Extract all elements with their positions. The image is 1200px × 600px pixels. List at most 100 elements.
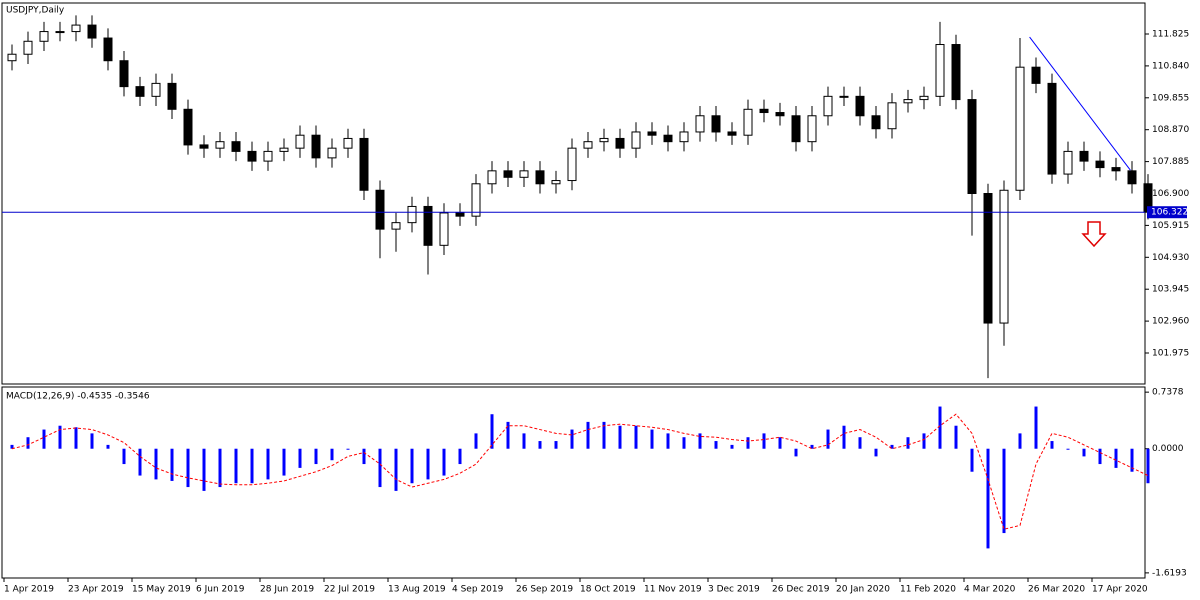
- x-tick-label: 26 Dec 2019: [772, 585, 830, 595]
- candle-body: [279, 147, 289, 152]
- macd-bar: [746, 437, 750, 449]
- macd-bar: [938, 406, 942, 449]
- x-tick-label: 13 Aug 2019: [388, 585, 446, 595]
- candle-body: [599, 137, 609, 143]
- macd-bar: [330, 448, 334, 461]
- macd-bar: [10, 444, 14, 449]
- macd-bar: [778, 437, 782, 449]
- candle-body: [999, 189, 1009, 324]
- macd-bar: [634, 425, 638, 449]
- candle-body: [199, 144, 209, 149]
- candle-body: [631, 131, 641, 149]
- macd-bar: [490, 414, 494, 449]
- y-tick-label: 108.870: [1152, 125, 1189, 135]
- candle-body: [471, 183, 481, 217]
- macd-bar: [682, 437, 686, 449]
- candle-body: [295, 134, 305, 149]
- candle-body: [343, 137, 353, 149]
- candle-body: [615, 137, 625, 149]
- y-tick-label: -1.6193: [1152, 568, 1187, 578]
- macd-bar: [858, 437, 862, 449]
- x-tick-label: 4 Sep 2019: [452, 585, 504, 595]
- candle-body: [1079, 150, 1089, 162]
- candle-body: [647, 131, 657, 136]
- candle-body: [375, 189, 385, 230]
- macd-bar: [442, 448, 446, 476]
- candle-body: [855, 95, 865, 117]
- candle-body: [231, 141, 241, 152]
- macd-bar: [234, 448, 238, 484]
- y-tick-label: 0.7378: [1152, 388, 1184, 398]
- candle-body: [519, 170, 529, 178]
- candle-body: [871, 115, 881, 130]
- macd-bar: [298, 448, 302, 468]
- macd-bar: [810, 444, 814, 449]
- candle-body: [743, 108, 753, 136]
- candle-body: [807, 115, 817, 143]
- macd-bar: [58, 425, 62, 449]
- x-tick-label: 6 Jun 2019: [196, 585, 245, 595]
- macd-bar: [554, 441, 558, 449]
- macd-bar: [378, 448, 382, 488]
- macd-bar: [570, 429, 574, 449]
- macd-bar: [922, 433, 926, 449]
- macd-bar: [1146, 448, 1150, 484]
- macd-bar: [794, 448, 798, 457]
- macd-bar: [186, 448, 190, 488]
- candle-body: [151, 82, 161, 97]
- macd-bar: [314, 448, 318, 465]
- candle-body: [663, 134, 673, 143]
- macd-bar: [202, 448, 206, 491]
- macd-bar: [266, 448, 270, 480]
- x-tick-label: 22 Jul 2019: [324, 585, 375, 595]
- candle-body: [1127, 170, 1137, 185]
- macd-bar: [474, 433, 478, 449]
- signal-line: [11, 413, 1149, 530]
- macd-bar: [1130, 448, 1134, 472]
- candle-body: [1095, 160, 1105, 169]
- macd-bar: [410, 448, 414, 484]
- macd-bar: [42, 429, 46, 449]
- y-tick-label: 107.885: [1152, 157, 1189, 167]
- candle-body: [167, 82, 177, 110]
- current-price-box: [1147, 206, 1187, 219]
- macd-bar: [522, 433, 526, 449]
- macd-bar: [906, 437, 910, 449]
- candle-body: [759, 108, 769, 114]
- candle-body: [1015, 66, 1025, 191]
- x-tick-label: 11 Nov 2019: [644, 585, 702, 595]
- candle-body: [359, 137, 369, 191]
- macd-bar: [1066, 448, 1070, 450]
- candle-body: [135, 86, 145, 97]
- macd-bar: [986, 448, 990, 549]
- candle-body: [679, 131, 689, 143]
- macd-bar: [1114, 448, 1118, 468]
- candle-body: [695, 115, 705, 133]
- x-tick-label: 26 Sep 2019: [516, 585, 573, 595]
- macd-bar: [170, 448, 174, 481]
- macd-bar: [538, 441, 542, 449]
- candle-body: [39, 31, 49, 42]
- candle-body: [183, 108, 193, 146]
- candle-body: [391, 222, 401, 230]
- macd-bar: [842, 425, 846, 449]
- x-tick-label: 28 Jun 2019: [260, 585, 314, 595]
- macd-bar: [1034, 406, 1038, 449]
- y-tick-label: 105.915: [1152, 221, 1189, 231]
- candle-body: [1031, 66, 1041, 84]
- macd-bar: [1018, 433, 1022, 449]
- chart-title: USDJPY,Daily: [6, 6, 65, 16]
- macd-bar: [762, 433, 766, 449]
- candle-body: [7, 53, 17, 62]
- y-tick-label: 109.855: [1152, 93, 1189, 103]
- candle-body: [119, 60, 129, 88]
- macd-bar: [602, 421, 606, 449]
- macd-title: MACD(12,26,9) -0.4535 -0.3546: [6, 392, 150, 402]
- y-tick-label: 101.975: [1152, 349, 1189, 359]
- x-tick-label: 20 Jan 2020: [836, 585, 890, 595]
- macd-bar: [1050, 441, 1054, 449]
- x-tick-label: 11 Feb 2020: [900, 585, 956, 595]
- candle-body: [423, 205, 433, 246]
- macd-panel: [1, 386, 1146, 579]
- candle-body: [935, 44, 945, 97]
